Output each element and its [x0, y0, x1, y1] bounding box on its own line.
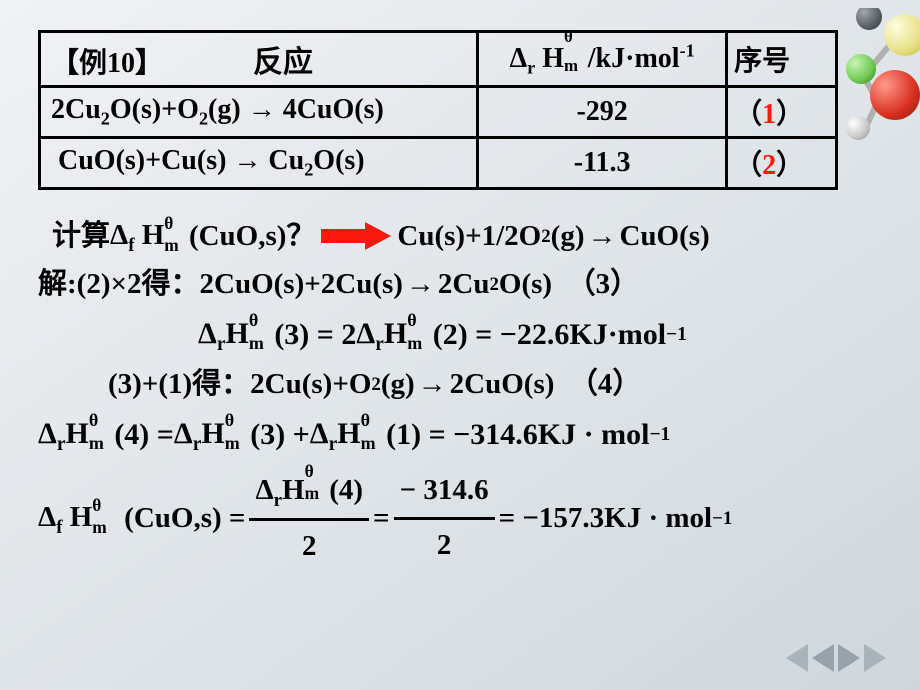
slide-content: 【例10】 反应 Δr Hθm/kJ·mol-1 序号 2Cu2O(s)+O2(… — [0, 0, 920, 571]
solution-body: 计算 Δf Hθm (CuO,s)？ Cu(s)+1/2O2(g)→CuO(s)… — [38, 212, 882, 571]
header-serial-cell: 序号 — [727, 32, 837, 87]
header-enthalpy-cell: Δr Hθm/kJ·mol-1 — [478, 32, 727, 87]
final-answer-line: Δf Hθm (CuO,s) = ΔrHθm(4) 2 = − 314.6 2 … — [38, 467, 882, 571]
solution-step-4: (3)+(1)得：2Cu(s)+O2(g)→2CuO(s) （4） — [108, 361, 882, 409]
fraction-2: − 314.6 2 — [394, 467, 495, 570]
nav-buttons — [786, 644, 886, 672]
serial-cell-2: （2） — [727, 138, 837, 189]
header-reaction-cell: 【例10】 反应 — [40, 32, 478, 87]
table-row: 2Cu2O(s)+O2(g) → 4CuO(s) -292 （1） — [40, 87, 837, 138]
value-cell-1: -292 — [478, 87, 727, 138]
next-icon-2[interactable] — [864, 644, 886, 672]
red-arrow-icon — [321, 223, 391, 249]
fraction-1: ΔrHθm(4) 2 — [249, 467, 369, 571]
reaction-cell-2: CuO(s)+Cu(s) → Cu2O(s) — [40, 138, 478, 189]
prev-icon-2[interactable] — [812, 644, 834, 672]
enthalpy-eq-4: ΔrHθm(4) = ΔrHθm(3) +ΔrHθm(1) = −314.6KJ… — [38, 409, 882, 461]
reaction-header: 反应 — [253, 37, 313, 81]
table-header-row: 【例10】 反应 Δr Hθm/kJ·mol-1 序号 — [40, 32, 837, 87]
prev-icon[interactable] — [786, 644, 808, 672]
reactions-table: 【例10】 反应 Δr Hθm/kJ·mol-1 序号 2Cu2O(s)+O2(… — [38, 30, 838, 190]
solution-step-3: 解:(2)×2得：2CuO(s)+2Cu(s)→2Cu2O(s) （3） — [38, 261, 882, 309]
serial-cell-1: （1） — [727, 87, 837, 138]
reaction-cell-1: 2Cu2O(s)+O2(g) → 4CuO(s) — [40, 87, 478, 138]
next-icon[interactable] — [838, 644, 860, 672]
table-row: CuO(s)+Cu(s) → Cu2O(s) -11.3 （2） — [40, 138, 837, 189]
value-cell-2: -11.3 — [478, 138, 727, 189]
enthalpy-eq-3: ΔrHθm(3) = 2ΔrHθm(2) = −22.6KJ·mol−1 — [198, 309, 882, 361]
example-label: 【例10】 — [51, 41, 163, 81]
question-line: 计算 Δf Hθm (CuO,s)？ Cu(s)+1/2O2(g)→CuO(s) — [52, 212, 882, 261]
